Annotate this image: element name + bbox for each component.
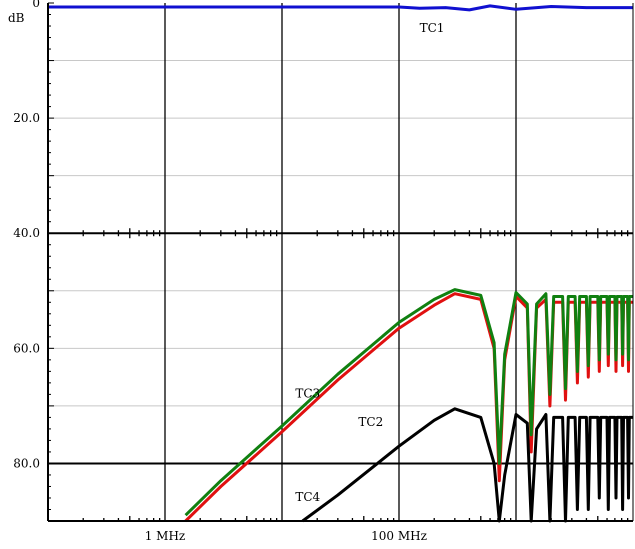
series-tc4-line [301,407,633,523]
axes [47,2,634,522]
series-tc2-label: TC2 [358,415,383,429]
x-tick-label: 1 MHz [145,529,186,543]
y-tick-label: 20.0 [13,111,40,125]
labels: 0 20.0 40.0 60.0 80.0 dB 1 MHz 100 MHz TC1 TC2 TC3… [8,0,444,543]
y-tick-label: 80.0 [13,456,40,470]
series-tc3-line [184,288,633,517]
x-tick-label: 100 MHz [371,529,427,543]
series-tc1-label: TC1 [420,21,445,35]
y-tick-label: 0 [32,0,40,10]
y-tick-label: 40.0 [13,226,40,240]
series-tc3-label: TC3 [295,386,320,400]
series-layer [48,4,633,523]
y-axis-label: dB [8,11,25,25]
grid [48,3,633,521]
series-tc1-line [48,4,633,12]
y-tick-label: 60.0 [13,341,40,355]
series-tc4-label: TC4 [295,490,320,504]
